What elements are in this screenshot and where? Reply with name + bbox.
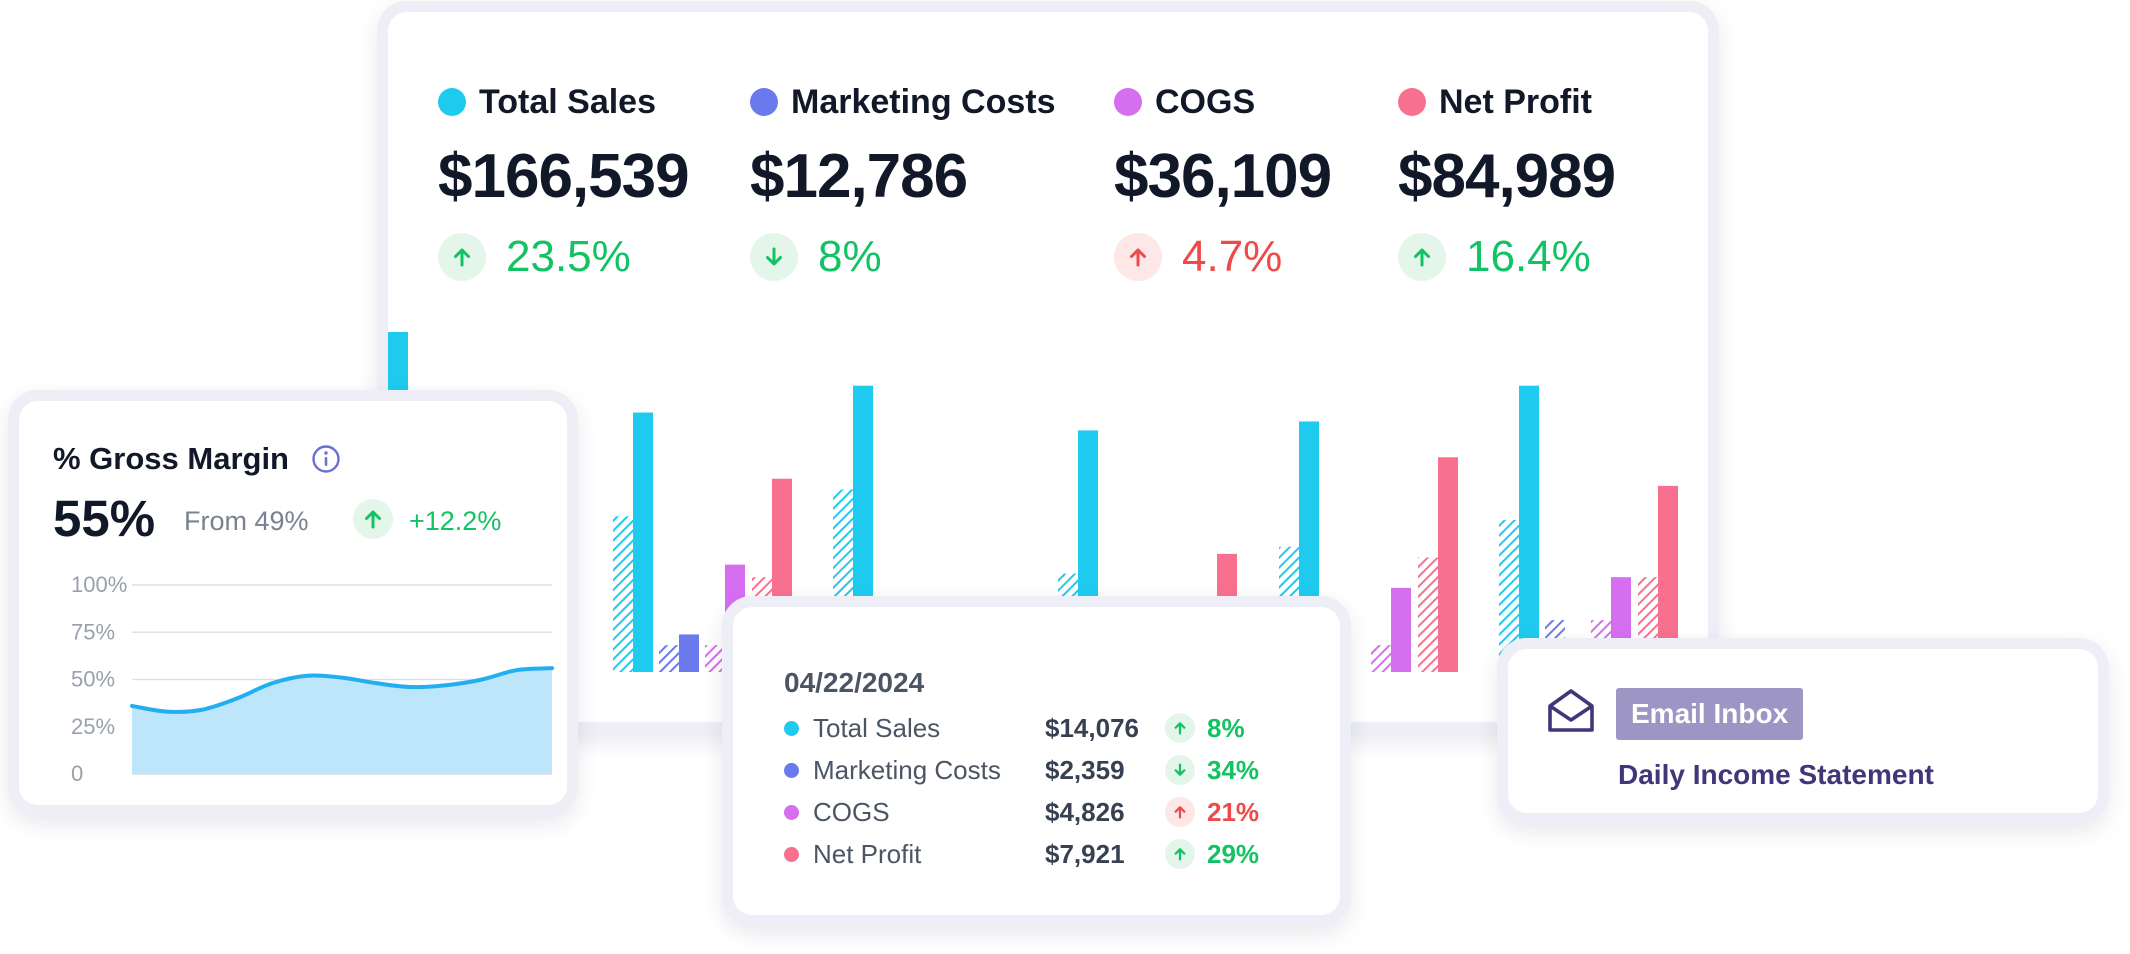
kpi-change: 23.5% — [506, 232, 631, 281]
arrow-up-icon — [353, 499, 393, 539]
tooltip-row-cogs: COGS $4,826 21% — [784, 795, 1259, 829]
bar-cogs-previous-1 — [705, 645, 725, 672]
bar-cogs-4 — [1391, 587, 1411, 672]
kpi-value: $84,989 — [1398, 142, 1616, 211]
kpi-label: Net Profit — [1439, 82, 1592, 121]
tooltip-row-marketing-costs: Marketing Costs $2,359 34% — [784, 753, 1259, 787]
arrow-up-icon — [1165, 797, 1195, 827]
tooltip-change: 21% — [1207, 796, 1260, 827]
kpi-label: Marketing Costs — [791, 82, 1056, 121]
bar-total-sales-1 — [633, 412, 653, 672]
kpi-value: $12,786 — [750, 142, 968, 211]
bar-marketing-costs-previous-1 — [659, 645, 679, 672]
tooltip-label: Total Sales — [813, 712, 941, 743]
email-inbox-card[interactable]: Email Inbox Daily Income Statement — [1497, 638, 2109, 824]
kpi-cogs: COGS $36,109 4.7% — [1114, 82, 1332, 282]
gross-margin-line — [130, 666, 554, 714]
bar-total-sales-5 — [1519, 385, 1539, 672]
tooltip-label: Net Profit — [813, 838, 922, 869]
gross-margin-from: From 49% — [184, 506, 309, 536]
kpi-change: 8% — [818, 232, 882, 281]
arrow-up-icon — [438, 233, 486, 281]
net-profit-dot-icon — [1398, 88, 1426, 116]
cogs-dot-icon — [784, 804, 799, 820]
tooltip-label: Marketing Costs — [813, 754, 1001, 785]
bar-net-profit-previous-4 — [1418, 557, 1438, 672]
kpi-marketing-costs: Marketing Costs $12,786 8% — [750, 82, 1056, 282]
arrow-up-icon — [1398, 233, 1446, 281]
kpi-value: $36,109 — [1114, 142, 1332, 211]
tooltip-date: 04/22/2024 — [784, 667, 925, 698]
kpi-change: 16.4% — [1466, 232, 1591, 281]
total-sales-dot-icon — [438, 88, 466, 116]
info-icon[interactable] — [311, 444, 341, 474]
y-tick-label: 0 — [71, 761, 83, 786]
tooltip-label: COGS — [813, 796, 890, 827]
total-sales-dot-icon — [784, 720, 799, 736]
email-subject[interactable]: Daily Income Statement — [1618, 759, 1934, 790]
tooltip-row-total-sales: Total Sales $14,076 8% — [784, 711, 1245, 745]
net-profit-dot-icon — [784, 846, 799, 862]
envelope-open-icon — [1546, 687, 1596, 740]
kpi-label: Total Sales — [479, 82, 656, 121]
kpi-change: 4.7% — [1182, 232, 1283, 281]
y-tick-label: 75% — [71, 619, 115, 644]
tooltip-change: 8% — [1207, 712, 1245, 743]
arrow-up-icon — [1165, 713, 1195, 743]
chart-tooltip-card: 04/22/2024 Total Sales $14,076 8% Market… — [722, 596, 1351, 926]
email-inbox-tag: Email Inbox — [1616, 688, 1804, 740]
arrow-up-icon — [1165, 839, 1195, 869]
y-tick-label: 100% — [71, 572, 127, 597]
marketing-costs-dot-icon — [784, 762, 799, 778]
bar-marketing-costs-1 — [679, 634, 699, 672]
arrow-down-icon — [1165, 755, 1195, 785]
tooltip-value: $4,826 — [1045, 796, 1125, 827]
kpi-value: $166,539 — [438, 142, 690, 211]
gross-margin-area — [132, 668, 552, 774]
y-tick-label: 50% — [71, 667, 115, 692]
tooltip-change: 29% — [1207, 838, 1260, 869]
marketing-costs-dot-icon — [750, 88, 778, 116]
tooltip-value: $2,359 — [1045, 754, 1125, 785]
gross-margin-title: % Gross Margin — [53, 441, 289, 476]
gross-margin-value: 55% — [53, 490, 156, 547]
bar-total-sales-previous-5 — [1499, 519, 1519, 672]
arrow-up-icon — [1114, 233, 1162, 281]
bar-net-profit-4 — [1438, 457, 1458, 672]
bar-total-sales-previous-1 — [613, 516, 633, 672]
kpi-total-sales: Total Sales $166,539 23.5% — [438, 82, 690, 282]
gross-margin-chart: 100% 75% 50% 25% 0 — [71, 572, 554, 786]
y-tick-label: 25% — [71, 714, 115, 739]
kpi-net-profit: Net Profit $84,989 16.4% — [1398, 82, 1616, 282]
tooltip-value: $14,076 — [1045, 712, 1139, 743]
arrow-down-icon — [750, 233, 798, 281]
tooltip-change: 34% — [1207, 754, 1260, 785]
gross-margin-card: % Gross Margin 55% From 49% +12.2% 100% 7… — [8, 390, 578, 816]
cogs-dot-icon — [1114, 88, 1142, 116]
bar-net-profit-5 — [1658, 485, 1678, 672]
bar-cogs-previous-4 — [1371, 645, 1391, 672]
kpi-label: COGS — [1155, 82, 1256, 121]
tooltip-value: $7,921 — [1045, 838, 1125, 869]
tooltip-row-net-profit: Net Profit $7,921 29% — [784, 837, 1259, 871]
gross-margin-change: +12.2% — [409, 506, 502, 536]
